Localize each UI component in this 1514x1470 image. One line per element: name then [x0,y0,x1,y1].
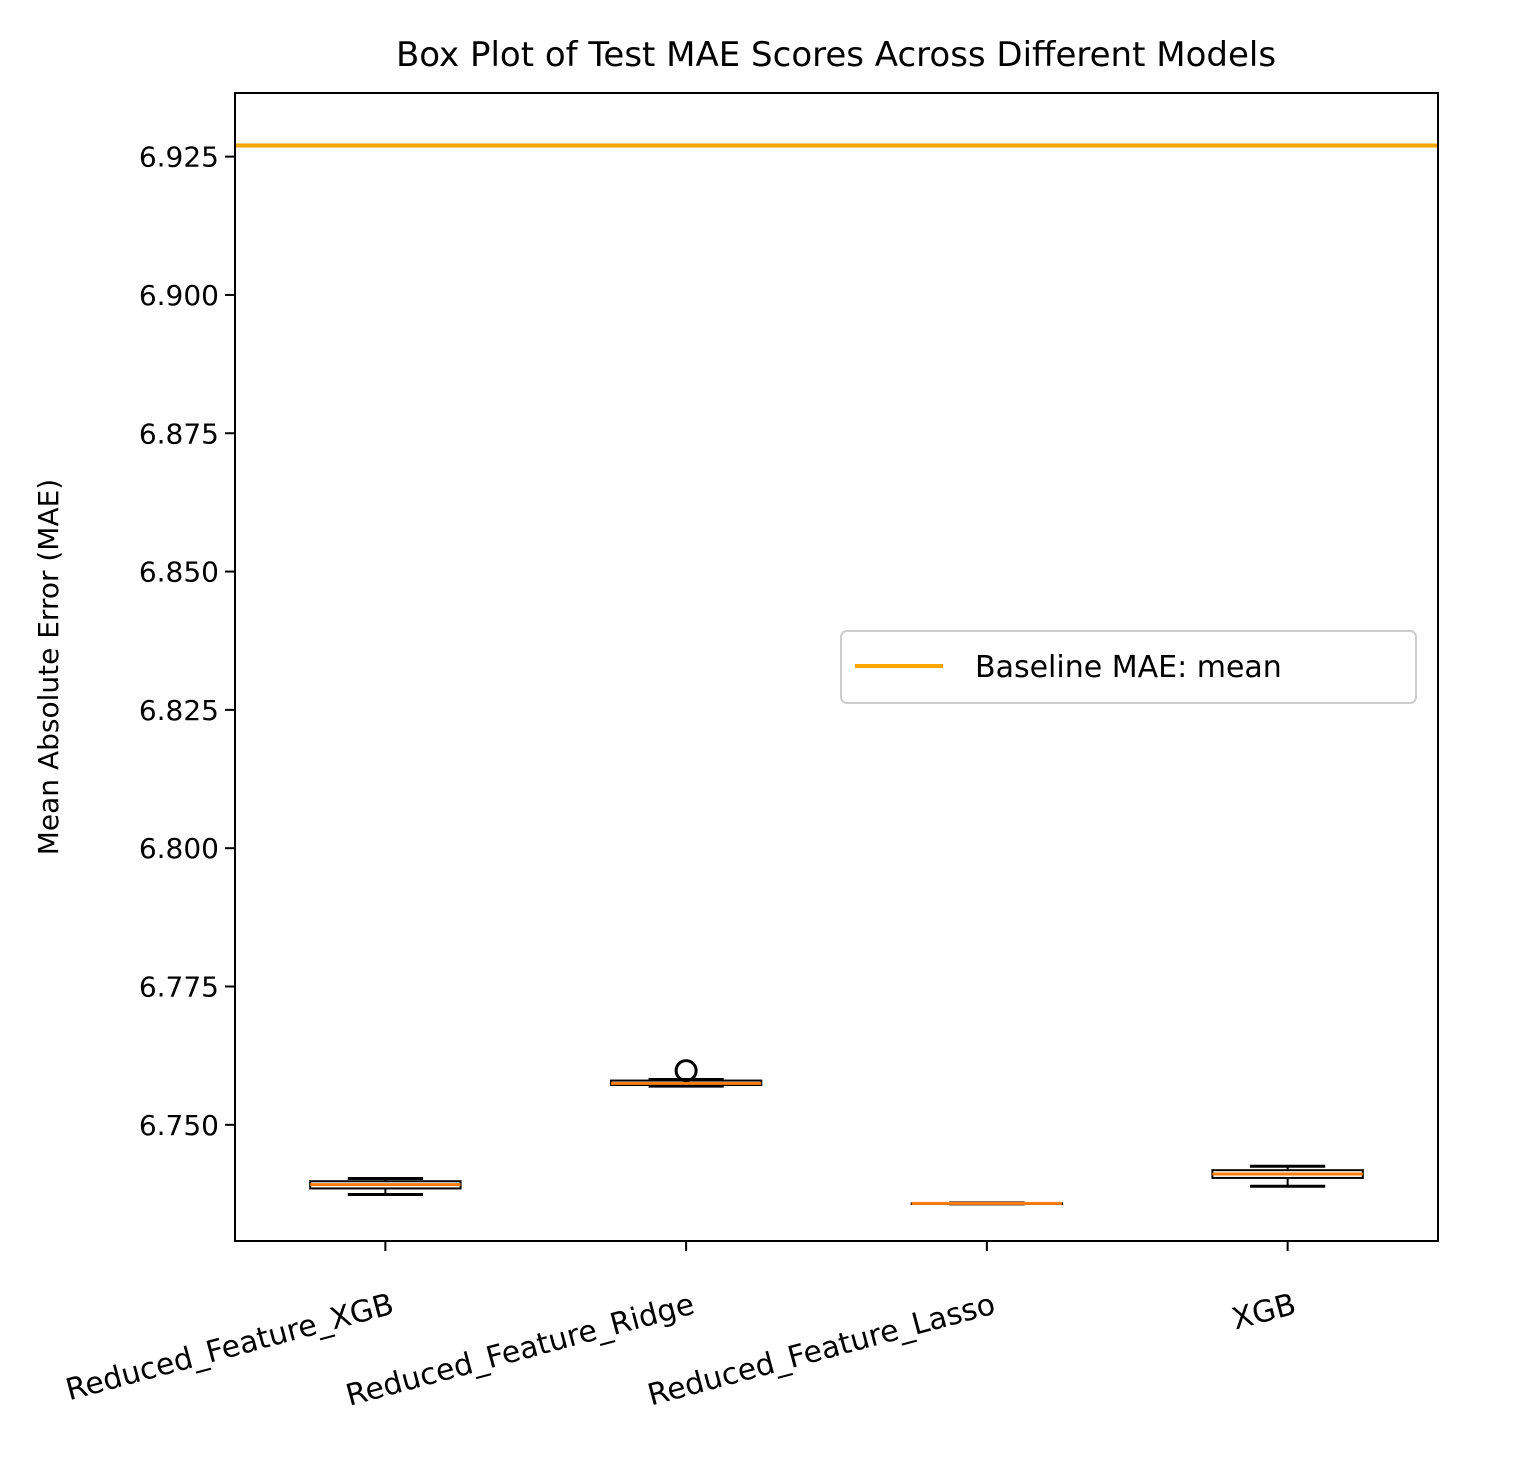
y-tick-label: 6.925 [139,141,219,174]
y-tick-label: 6.875 [139,417,219,450]
box-3 [910,1201,1064,1206]
x-tick-label: Reduced_Feature_Ridge [342,1287,698,1414]
box-4 [1211,1164,1364,1188]
y-axis-label: Mean Absolute Error (MAE) [32,479,65,855]
y-tick-label: 6.850 [139,556,219,589]
y-tick-label: 6.825 [139,694,219,727]
plot-area [235,143,1438,1206]
x-tick-label: Reduced_Feature_Lasso [644,1287,999,1413]
legend: Baseline MAE: mean [840,630,1417,704]
outlier-point [674,1059,698,1083]
y-tick-label: 6.775 [139,971,219,1004]
legend-frame [840,630,1417,704]
box-1 [309,1176,462,1197]
y-tick-label: 6.750 [139,1109,219,1142]
box-2 [609,1059,763,1088]
axes: 6.750 6.775 6.800 6.825 6.850 6.875 6.900 6.925… [62,92,1439,1414]
x-tick-label: XGB [1228,1287,1299,1337]
chart-title: Box Plot of Test MAE Scores Across Diffe… [396,35,1276,75]
y-tick-label: 6.800 [139,832,219,865]
y-tick-label: 6.900 [139,279,219,312]
legend-label-baseline: Baseline MAE: mean [975,650,1282,685]
axes-frame [234,92,1439,1242]
